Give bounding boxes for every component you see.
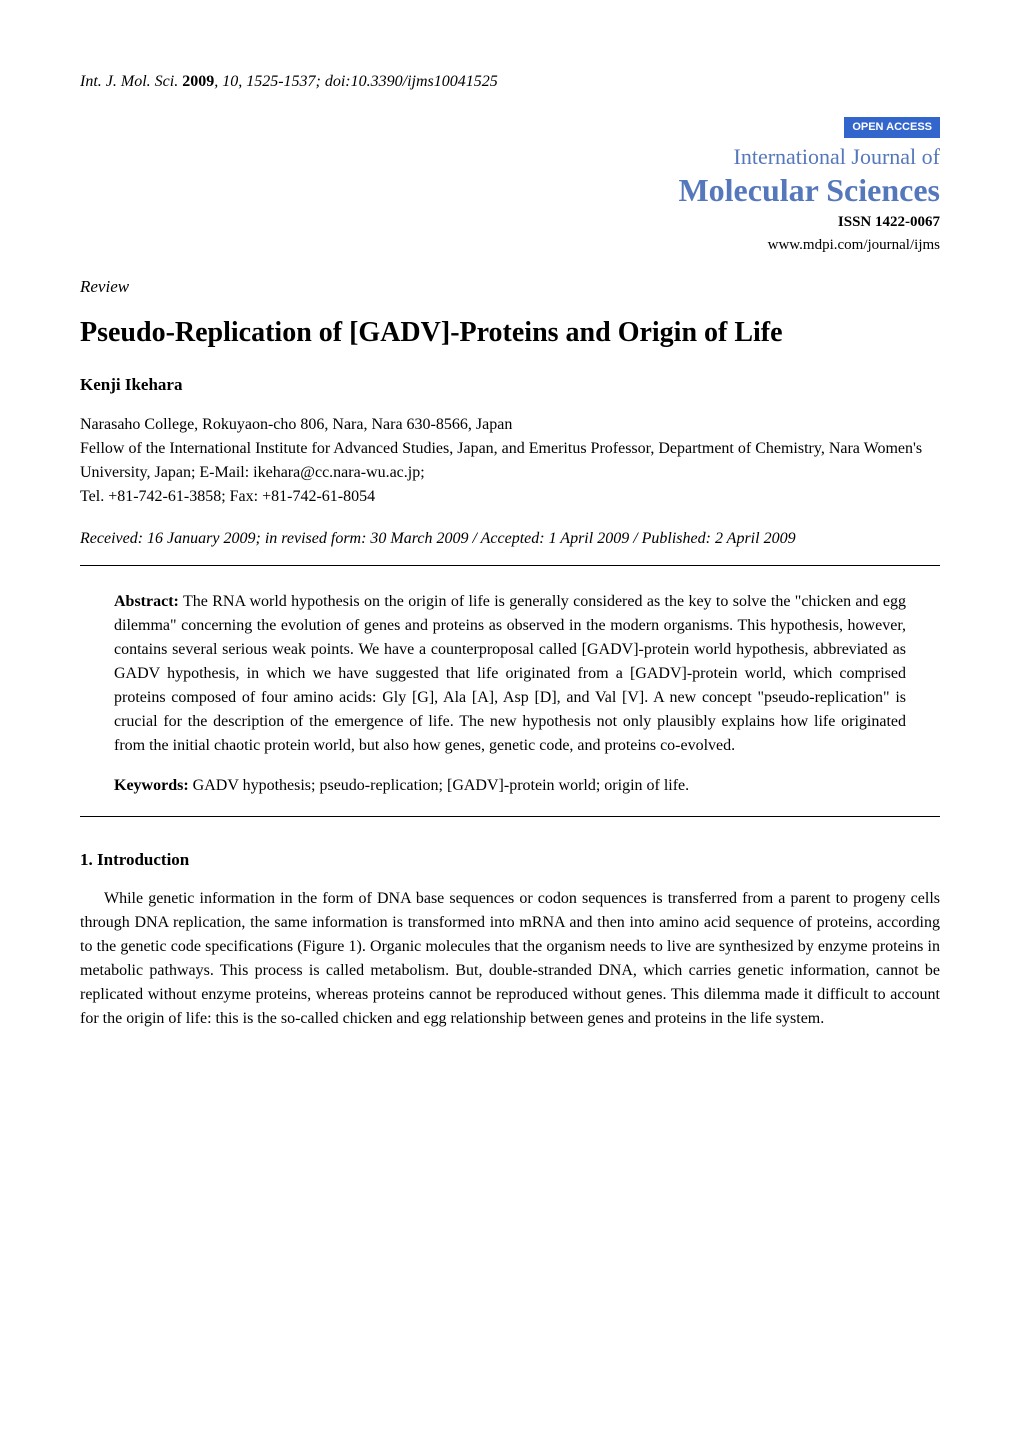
journal-name: Molecular Sciences bbox=[80, 173, 940, 208]
author-name: Kenji Ikehara bbox=[80, 372, 940, 398]
open-access-badge: OPEN ACCESS bbox=[844, 117, 940, 138]
article-dates: Received: 16 January 2009; in revised fo… bbox=[80, 527, 940, 551]
horizontal-rule bbox=[80, 816, 940, 817]
journal-masthead: International Journal of Molecular Scien… bbox=[80, 140, 940, 256]
sep: , bbox=[238, 73, 246, 90]
open-access-row: OPEN ACCESS bbox=[80, 114, 940, 138]
sep: ; bbox=[316, 73, 325, 90]
article-type: Review bbox=[80, 274, 940, 300]
abstract-label: Abstract: bbox=[114, 593, 179, 610]
keywords-label: Keywords: bbox=[114, 777, 189, 794]
abstract-text: The RNA world hypothesis on the origin o… bbox=[114, 593, 906, 754]
sep: , bbox=[214, 73, 222, 90]
pub-year: 2009 bbox=[182, 73, 214, 90]
intro-paragraph: While genetic information in the form of… bbox=[80, 887, 940, 1031]
abstract-block: Abstract: The RNA world hypothesis on th… bbox=[80, 590, 940, 798]
keywords-paragraph: Keywords: GADV hypothesis; pseudo-replic… bbox=[114, 774, 906, 798]
volume: 10 bbox=[222, 73, 238, 90]
issn: ISSN 1422-0067 bbox=[80, 211, 940, 234]
running-head: Int. J. Mol. Sci. 2009, 10, 1525-1537; d… bbox=[80, 70, 940, 94]
journal-supertitle: International Journal of bbox=[80, 140, 940, 173]
journal-abbrev: Int. J. Mol. Sci. bbox=[80, 73, 178, 90]
affiliation-block: Narasaho College, Rokuyaon-cho 806, Nara… bbox=[80, 413, 940, 509]
horizontal-rule bbox=[80, 565, 940, 566]
keywords-text: GADV hypothesis; pseudo-replication; [GA… bbox=[193, 777, 690, 794]
abstract-paragraph: Abstract: The RNA world hypothesis on th… bbox=[114, 590, 906, 758]
section-heading-intro: 1. Introduction bbox=[80, 847, 940, 873]
doi: doi:10.3390/ijms10041525 bbox=[325, 73, 498, 90]
page-range: 1525-1537 bbox=[246, 73, 315, 90]
article-title: Pseudo-Replication of [GADV]-Proteins an… bbox=[80, 312, 940, 354]
journal-url: www.mdpi.com/journal/ijms bbox=[80, 234, 940, 257]
